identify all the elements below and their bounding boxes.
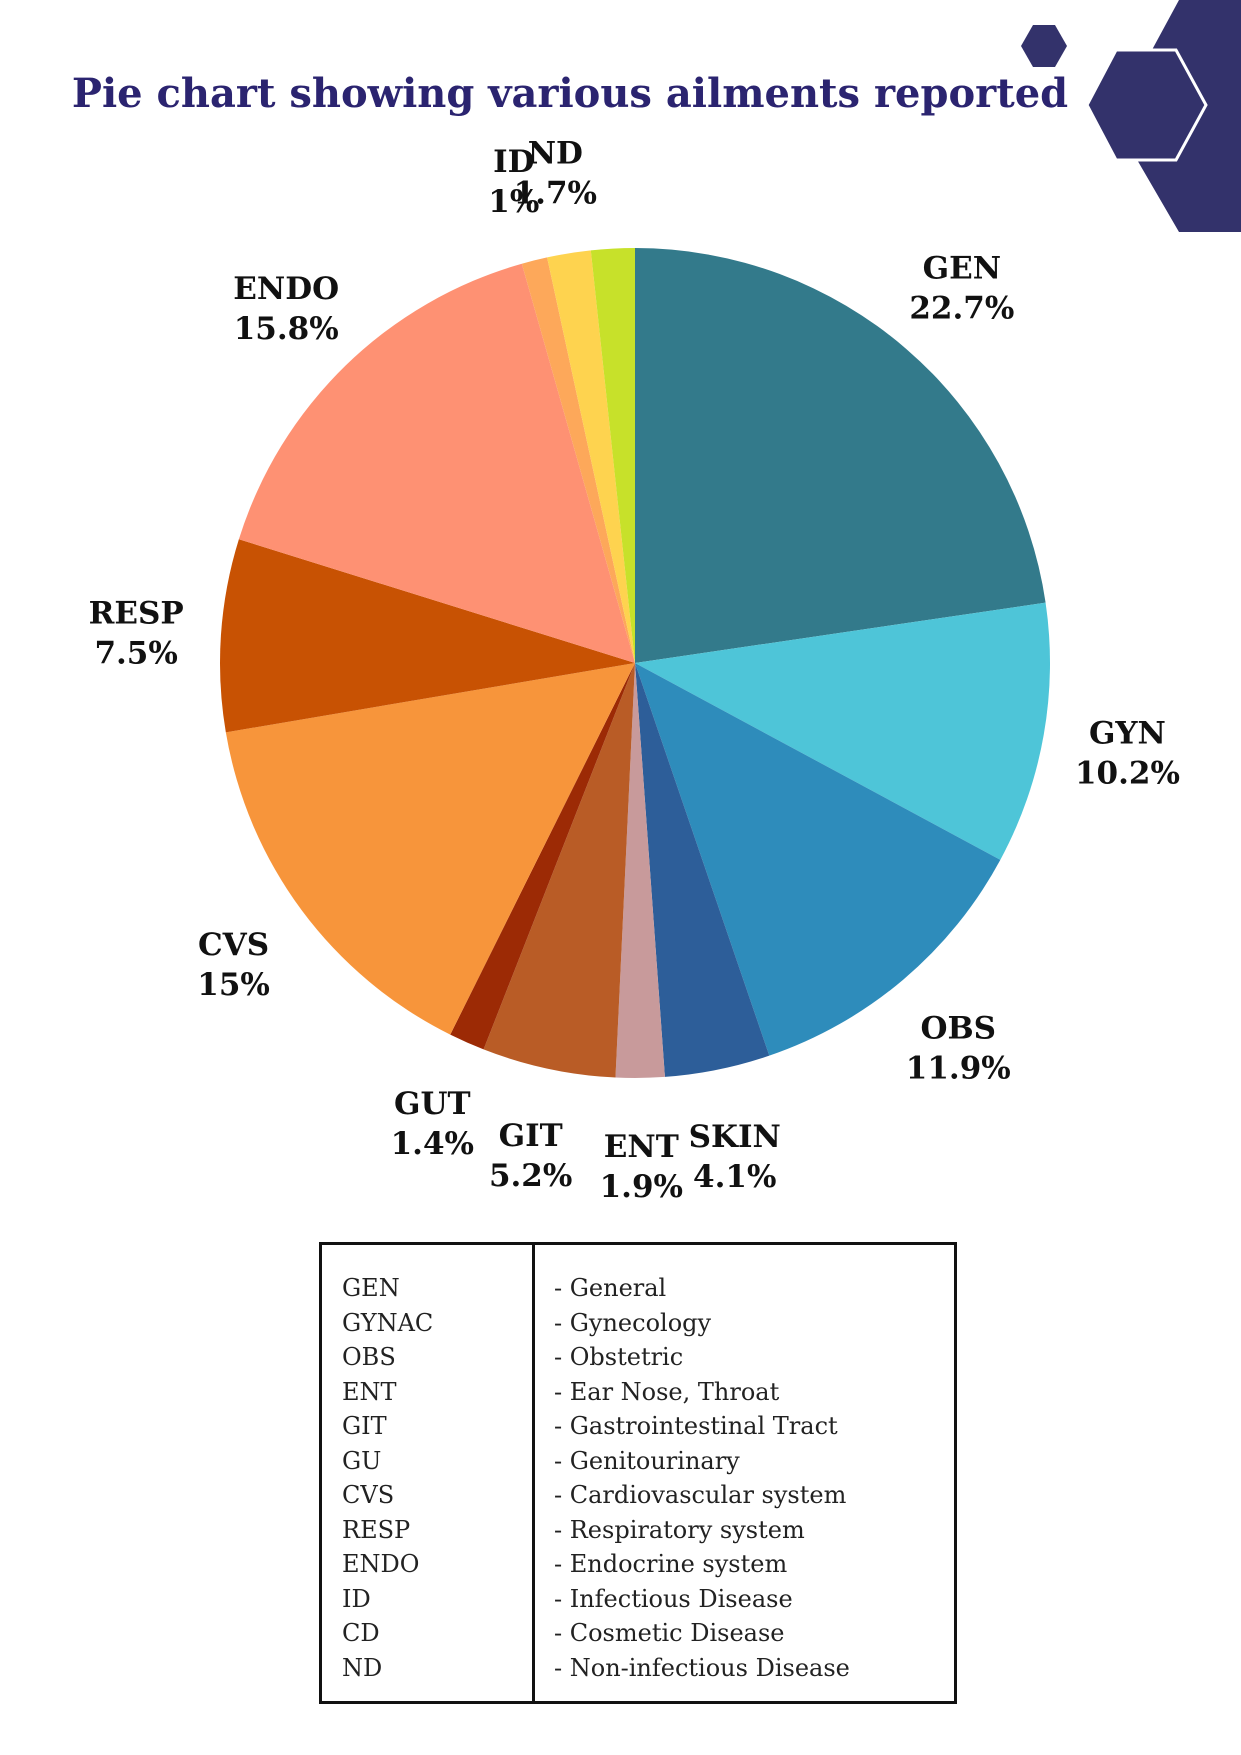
pie-slice-gen xyxy=(635,248,1046,663)
pie-slice-skin xyxy=(635,663,770,1077)
hexagon-small xyxy=(1021,25,1067,67)
pie-slice-cvs xyxy=(225,663,635,1035)
chart-title: Pie chart showing various ailments repor… xyxy=(71,70,1069,117)
legend-abbr-4: GIT xyxy=(342,1412,387,1440)
legend-abbr-11: ND xyxy=(342,1653,383,1682)
legend-abbreviations: GEN GYNAC OBS ENT GIT GU CVS RESP ENDO ID CD ND xyxy=(322,1245,535,1701)
legend-desc-3: - Ear Nose, Throat xyxy=(554,1377,780,1406)
legend-abbr-2: OBS xyxy=(342,1343,396,1371)
slice-label-resp: RESP 7.5% xyxy=(89,595,184,671)
pie-slice-nd xyxy=(547,250,635,663)
legend-descriptions: - General - Gynecology - Obstetric - Ear No… xyxy=(535,1245,954,1701)
legend-abbr-3: ENT xyxy=(342,1377,397,1406)
legend-desc-4: - Gastrointestinal Tract xyxy=(554,1412,838,1440)
legend-abbr-7: RESP xyxy=(342,1515,411,1544)
abbreviation-legend: GEN GYNAC OBS ENT GIT GU CVS RESP ENDO ID CD ND - G… xyxy=(319,1242,957,1704)
legend-abbr-9: ID xyxy=(342,1584,371,1613)
legend-desc-11: - Non-infectious Disease xyxy=(554,1653,850,1682)
slice-label-cvs: CVS 15% xyxy=(197,927,270,1003)
pie-slice-obs xyxy=(635,663,1001,1056)
slice-label-endo: ENDO 15.8% xyxy=(233,271,339,347)
legend-desc-5: - Genitourinary xyxy=(554,1446,740,1475)
legend-desc-9: - Infectious Disease xyxy=(554,1584,793,1613)
legend-desc-0: - General xyxy=(554,1274,667,1302)
slice-label-obs: OBS 11.9% xyxy=(906,1010,1011,1086)
pie-slice-unlabeled xyxy=(590,248,635,663)
slice-label-skin: SKIN 4.1% xyxy=(689,1119,781,1195)
pie-slice-gyn xyxy=(635,602,1050,860)
legend-abbr-6: CVS xyxy=(342,1481,395,1509)
pie-slice-ent xyxy=(615,663,665,1078)
pie-slice-endo xyxy=(238,263,636,663)
slice-label-gyn: GYN 10.2% xyxy=(1075,716,1180,792)
slice-label-git: GIT 5.2% xyxy=(489,1118,572,1194)
hexagon-outline xyxy=(1085,48,1208,162)
pie-slice-gut xyxy=(450,663,635,1050)
legend-desc-10: - Cosmetic Disease xyxy=(554,1619,785,1647)
legend-desc-8: - Endocrine system xyxy=(554,1550,788,1578)
slice-label-id: ID 1% xyxy=(488,144,539,220)
pie-slice-resp xyxy=(220,539,636,733)
legend-desc-7: - Respiratory system xyxy=(554,1515,805,1544)
legend-desc-6: - Cardiovascular system xyxy=(554,1481,847,1509)
legend-abbr-8: ENDO xyxy=(342,1550,420,1578)
legend-abbr-5: GU xyxy=(342,1446,382,1475)
legend-abbr-10: CD xyxy=(342,1619,380,1647)
legend-desc-2: - Obstetric xyxy=(554,1343,684,1371)
slice-label-gut: GUT 1.4% xyxy=(391,1086,474,1162)
legend-abbr-1: GYNAC xyxy=(342,1308,434,1337)
slice-label-gen: GEN 22.7% xyxy=(909,251,1014,327)
hexagon-decoration xyxy=(1021,0,1241,232)
pie-chart: GEN 22.7% GYN 10.2% OBS 11.9% SKIN 4.1%ENT 1.9% G… xyxy=(89,135,1180,1200)
slice-label-nd: ND 1.7% xyxy=(514,135,597,211)
pie-slice-id xyxy=(521,257,635,663)
slice-label-ent: ENT 1.9% xyxy=(600,1129,683,1200)
legend-abbr-0: GEN xyxy=(342,1274,400,1302)
legend-desc-1: - Gynecology xyxy=(554,1308,712,1337)
pie-slice-git xyxy=(483,663,635,1078)
